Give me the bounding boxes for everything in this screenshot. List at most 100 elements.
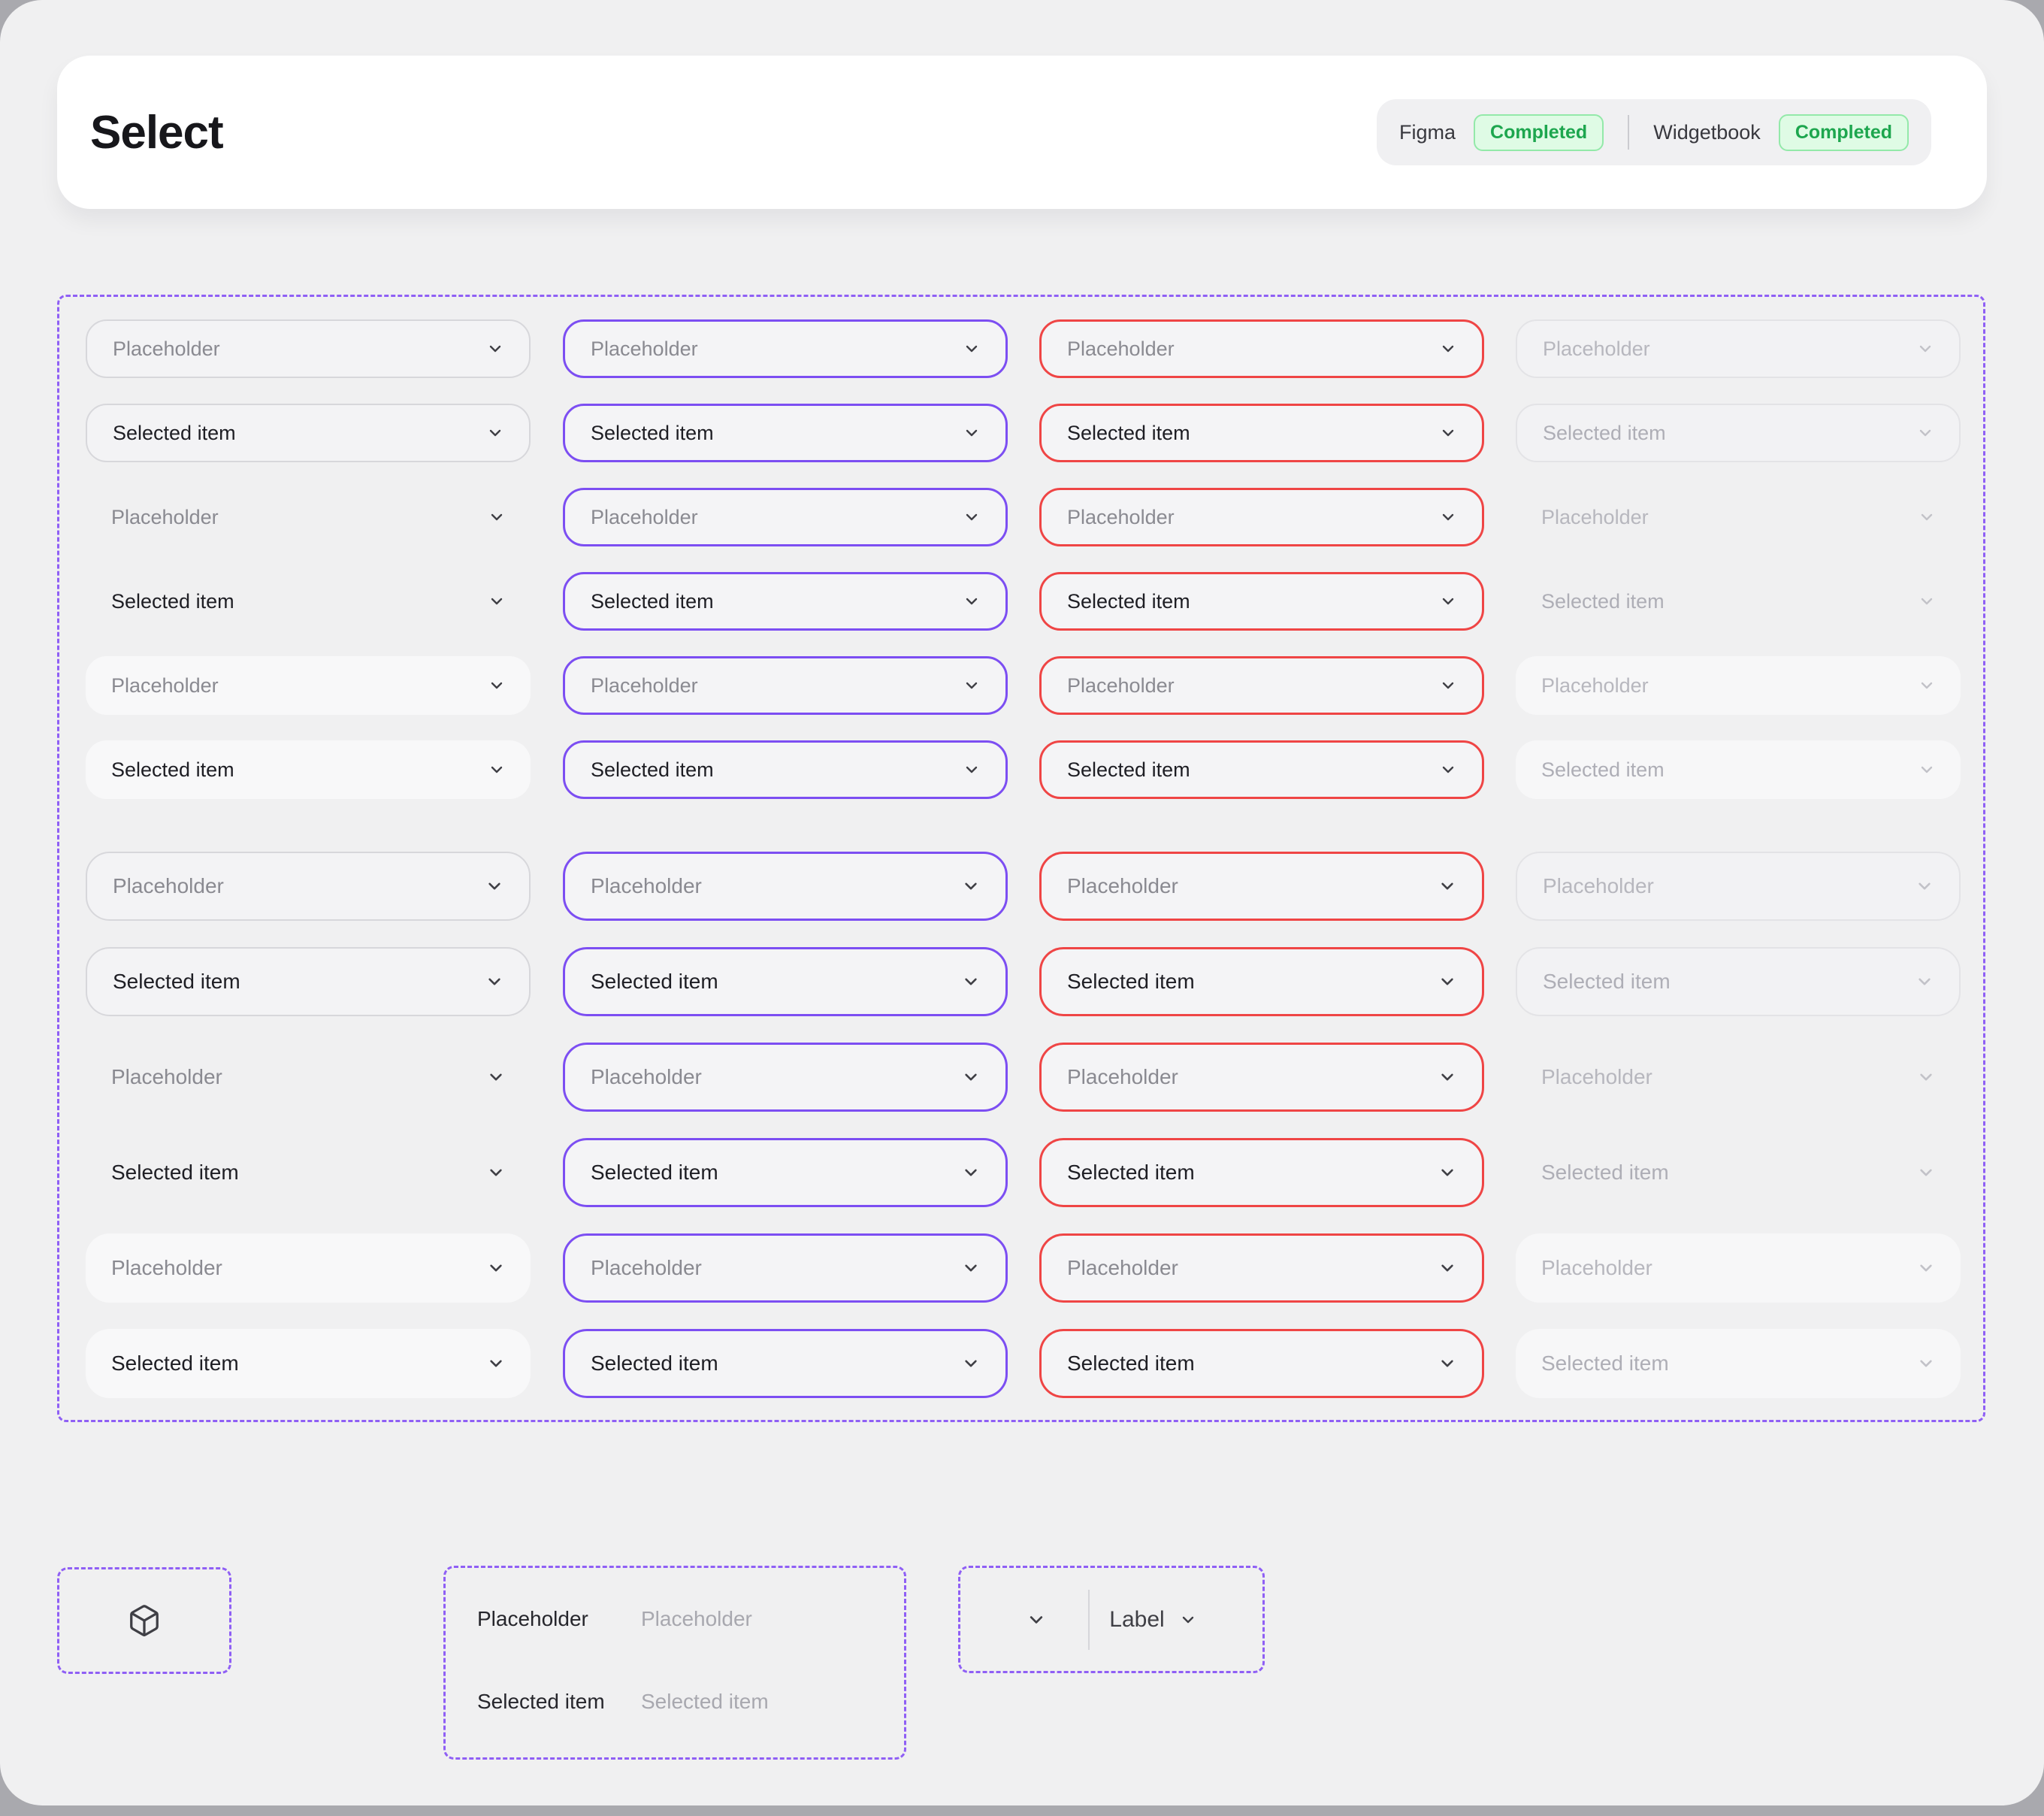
select-value-text: Placeholder [591, 874, 702, 897]
select-value-text: Placeholder [113, 337, 220, 360]
legend-label: Placeholder [477, 1607, 588, 1630]
chevron-down-icon [488, 978, 500, 985]
select-disabled-filled-selected: Selected item [1516, 740, 1961, 799]
chevron-down-icon [490, 1360, 502, 1367]
select-default-outlined-placeholder[interactable]: Placeholder [86, 319, 531, 378]
select-default-ghost-placeholder[interactable]: Placeholder [86, 488, 531, 546]
select-focused-filled-placeholder[interactable]: Placeholder [563, 656, 1008, 715]
select-default-ghost-placeholder[interactable]: Placeholder [86, 1043, 531, 1112]
select-value-text: Placeholder [1067, 505, 1175, 528]
select-default-outlined-selected[interactable]: Selected item [86, 947, 531, 1016]
select-error-ghost-placeholder[interactable]: Placeholder [1039, 488, 1484, 546]
select-value-text: Placeholder [591, 505, 698, 528]
select-value-text: Placeholder [1541, 1256, 1652, 1279]
select-value-text: Selected item [1067, 1161, 1195, 1184]
select-value-text: Selected item [591, 589, 714, 613]
select-value-text: Placeholder [111, 505, 219, 528]
select-value-text: Placeholder [1067, 1256, 1178, 1279]
label-anatomy-box[interactable]: Label [958, 1566, 1265, 1673]
select-default-ghost-selected[interactable]: Selected item [86, 572, 531, 631]
select-value-text: Selected item [591, 970, 718, 993]
chevron-down-icon [1919, 978, 1931, 985]
select-disabled-outlined-placeholder: Placeholder [1516, 852, 1961, 921]
select-default-ghost-selected[interactable]: Selected item [86, 1138, 531, 1207]
select-error-outlined-selected[interactable]: Selected item [1039, 404, 1484, 462]
chevron-down-icon [491, 513, 503, 521]
select-error-ghost-selected[interactable]: Selected item [1039, 572, 1484, 631]
select-value-text: Selected item [1541, 1161, 1669, 1184]
select-focused-ghost-selected[interactable]: Selected item [563, 1138, 1008, 1207]
select-focused-ghost-placeholder[interactable]: Placeholder [563, 1043, 1008, 1112]
select-value-text: Selected item [1067, 758, 1190, 781]
select-error-filled-placeholder[interactable]: Placeholder [1039, 656, 1484, 715]
select-default-filled-placeholder[interactable]: Placeholder [86, 656, 531, 715]
select-error-filled-selected[interactable]: Selected item [1039, 740, 1484, 799]
select-disabled-outlined-selected: Selected item [1516, 404, 1961, 462]
chevron-down-icon [1442, 682, 1454, 689]
select-value-text: Selected item [1067, 970, 1195, 993]
anatomy-label: Label [1109, 1606, 1165, 1632]
chevron-down-icon [966, 766, 978, 773]
chevron-down-icon [966, 513, 978, 521]
select-focused-outlined-placeholder[interactable]: Placeholder [563, 319, 1008, 378]
chevron-down-icon [1182, 1616, 1193, 1623]
select-default-outlined-selected[interactable]: Selected item [86, 404, 531, 462]
select-error-filled-placeholder[interactable]: Placeholder [1039, 1233, 1484, 1303]
select-value-text: Placeholder [1543, 337, 1650, 360]
select-value-text: Placeholder [591, 673, 698, 697]
select-default-filled-selected[interactable]: Selected item [86, 740, 531, 799]
chevron-down-icon [1919, 429, 1931, 437]
chevron-down-icon [1441, 1360, 1453, 1367]
select-default-outlined-placeholder[interactable]: Placeholder [86, 852, 531, 921]
select-value-text: Selected item [1541, 1351, 1669, 1375]
chevron-down-icon [965, 1073, 977, 1081]
select-focused-outlined-selected[interactable]: Selected item [563, 947, 1008, 1016]
chevron-down-icon [1921, 682, 1933, 689]
select-value-text: Placeholder [1541, 505, 1649, 528]
chevron-down-icon [1442, 766, 1454, 773]
chevron-down-icon [966, 682, 978, 689]
widgetbook-status-badge: Completed [1778, 114, 1909, 151]
chevron-down-icon [1919, 882, 1931, 890]
select-default-filled-selected[interactable]: Selected item [86, 1329, 531, 1398]
header-card: Select Figma Completed Widgetbook Comple… [57, 56, 1987, 209]
select-value-text: Placeholder [1067, 673, 1175, 697]
select-focused-ghost-selected[interactable]: Selected item [563, 572, 1008, 631]
pill-divider [1628, 115, 1630, 150]
select-value-text: Selected item [1541, 589, 1665, 613]
select-focused-filled-selected[interactable]: Selected item [563, 740, 1008, 799]
legend-row-selected: Selected item Selected item [477, 1685, 904, 1718]
select-value-text: Selected item [113, 421, 236, 444]
chevron-down-icon [1442, 598, 1454, 605]
select-value-text: Placeholder [1541, 1065, 1652, 1088]
integration-status-pill: Figma Completed Widgetbook Completed [1377, 99, 1931, 165]
box-icon [130, 1605, 159, 1636]
select-error-outlined-selected[interactable]: Selected item [1039, 947, 1484, 1016]
chevron-down-icon [489, 345, 501, 353]
select-error-outlined-placeholder[interactable]: Placeholder [1039, 319, 1484, 378]
select-value-text: Placeholder [1067, 874, 1178, 897]
component-icon-box[interactable] [57, 1567, 231, 1674]
chevron-down-icon [965, 1360, 977, 1367]
select-default-filled-placeholder[interactable]: Placeholder [86, 1233, 531, 1303]
select-focused-outlined-selected[interactable]: Selected item [563, 404, 1008, 462]
chevron-down-icon [491, 598, 503, 605]
chevron-down-icon [1921, 598, 1933, 605]
select-focused-filled-placeholder[interactable]: Placeholder [563, 1233, 1008, 1303]
select-value-text: Selected item [111, 1351, 239, 1375]
select-focused-ghost-placeholder[interactable]: Placeholder [563, 488, 1008, 546]
select-focused-filled-selected[interactable]: Selected item [563, 1329, 1008, 1398]
select-error-ghost-placeholder[interactable]: Placeholder [1039, 1043, 1484, 1112]
select-disabled-filled-placeholder: Placeholder [1516, 1233, 1961, 1303]
select-error-filled-selected[interactable]: Selected item [1039, 1329, 1484, 1398]
select-value-text: Selected item [111, 589, 234, 613]
chevron-down-icon [491, 682, 503, 689]
chevron-down-icon [965, 882, 977, 890]
chevron-down-icon [491, 766, 503, 773]
legend-label: Selected item [477, 1690, 605, 1713]
select-error-outlined-placeholder[interactable]: Placeholder [1039, 852, 1484, 921]
select-focused-outlined-placeholder[interactable]: Placeholder [563, 852, 1008, 921]
select-value-text: Selected item [591, 421, 714, 444]
select-error-ghost-selected[interactable]: Selected item [1039, 1138, 1484, 1207]
